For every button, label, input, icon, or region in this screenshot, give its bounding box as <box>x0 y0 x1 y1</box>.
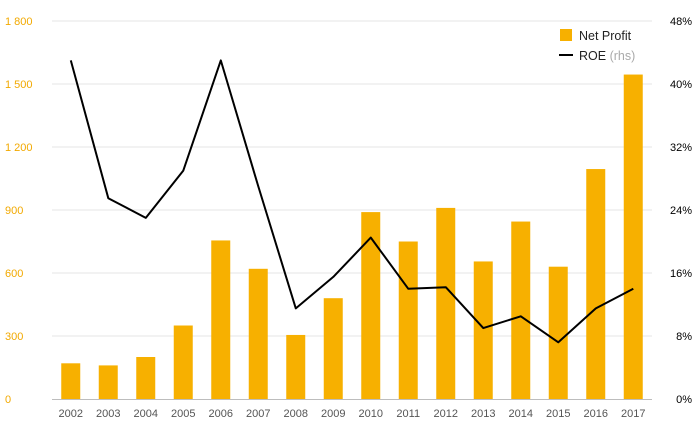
x-tick-2013: 2013 <box>471 408 495 420</box>
legend-label-roe: ROE (rhs) <box>579 49 635 63</box>
x-tick-2008: 2008 <box>284 408 308 420</box>
bar-2017 <box>623 74 643 400</box>
y-left-tick: 1 200 <box>5 142 33 154</box>
y-right-tick: 40% <box>670 79 692 91</box>
x-tick-2012: 2012 <box>434 408 458 420</box>
x-tick-2007: 2007 <box>246 408 270 420</box>
x-tick-2017: 2017 <box>621 408 645 420</box>
bar-2006 <box>211 240 231 399</box>
legend-swatch-net-profit <box>560 29 572 41</box>
x-tick-2015: 2015 <box>546 408 570 420</box>
y-axis-left-ticks: 0 300 600 900 1 200 1 500 1 800 <box>5 16 33 406</box>
x-tick-2009: 2009 <box>321 408 345 420</box>
y-right-tick: 16% <box>670 268 692 280</box>
bar-2004 <box>136 357 156 399</box>
bar-2014 <box>511 221 531 399</box>
x-tick-2005: 2005 <box>171 408 195 420</box>
net-profit-bars <box>61 74 643 400</box>
bar-2007 <box>248 268 268 399</box>
bar-2009 <box>323 298 343 399</box>
y-left-tick: 600 <box>5 268 23 280</box>
x-tick-2011: 2011 <box>396 408 420 420</box>
legend-note-rhs: (rhs) <box>610 49 636 63</box>
x-tick-2004: 2004 <box>134 408 158 420</box>
y-left-tick: 1 800 <box>5 16 33 28</box>
x-tick-2010: 2010 <box>359 408 383 420</box>
x-tick-2002: 2002 <box>59 408 83 420</box>
bar-2005 <box>173 325 193 399</box>
roe-line <box>69 59 634 344</box>
y-right-tick: 8% <box>676 331 692 343</box>
y-left-tick: 0 <box>5 394 11 406</box>
y-right-tick: 24% <box>670 205 692 217</box>
legend: Net Profit ROE (rhs) <box>559 29 635 63</box>
y-right-tick: 32% <box>670 142 692 154</box>
bar-2010 <box>361 212 381 399</box>
x-tick-2006: 2006 <box>209 408 233 420</box>
y-left-tick: 900 <box>5 205 23 217</box>
bar-2002 <box>61 363 81 399</box>
bar-2015 <box>548 266 568 399</box>
legend-item-net-profit: Net Profit <box>560 29 632 43</box>
legend-item-roe: ROE (rhs) <box>559 49 635 63</box>
bar-2008 <box>286 334 306 399</box>
x-axis-ticks: 2002 2003 2004 2005 2006 2007 2008 2009 2010 2011… <box>59 408 646 420</box>
bar-2003 <box>98 365 118 399</box>
x-tick-2014: 2014 <box>509 408 533 420</box>
y-right-tick: 0% <box>676 394 692 406</box>
bar-2013 <box>473 261 493 399</box>
y-right-tick: 48% <box>670 16 692 28</box>
y-axis-right-ticks: 0% 8% 16% 24% 32% 40% 48% <box>670 16 692 406</box>
y-left-tick: 300 <box>5 331 23 343</box>
y-left-tick: 1 500 <box>5 79 33 91</box>
bar-2011 <box>398 241 418 399</box>
legend-label-net-profit: Net Profit <box>579 29 632 43</box>
x-tick-2003: 2003 <box>96 408 120 420</box>
bar-2012 <box>436 207 456 399</box>
x-tick-2016: 2016 <box>584 408 608 420</box>
bar-2016 <box>586 169 606 399</box>
